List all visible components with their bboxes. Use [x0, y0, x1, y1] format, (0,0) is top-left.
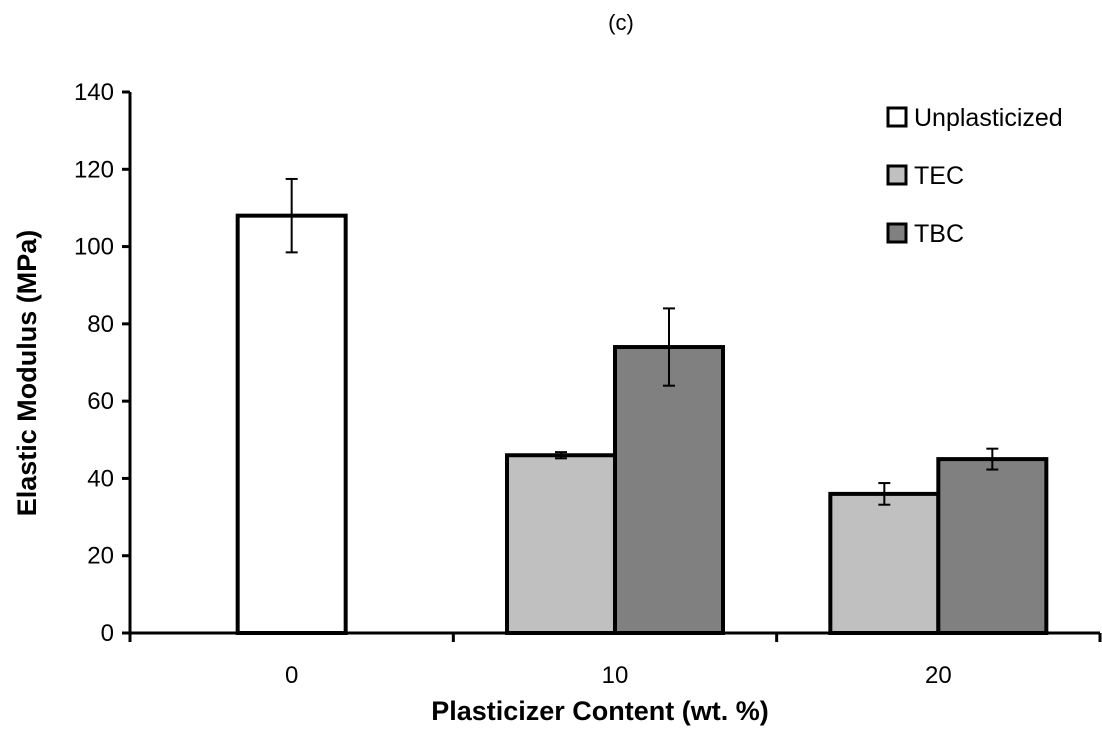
error-bars [285, 177, 999, 506]
legend: Unplasticized TEC TBC [886, 104, 1063, 248]
legend-swatch [886, 222, 908, 244]
y-tick-label: 20 [87, 543, 114, 570]
y-tick-label: 60 [87, 388, 114, 415]
bar-tec [505, 453, 617, 635]
bar-tbc [936, 457, 1049, 635]
y-axis-title: Elastic Modulus (MPa) [12, 230, 42, 517]
bar-tbc [613, 345, 725, 635]
y-tick-label: 0 [101, 620, 114, 647]
y-tick-label: 100 [74, 234, 114, 261]
y-axis: 0 20 40 60 80 100 120 140 [74, 79, 132, 647]
legend-label: TBC [914, 220, 964, 248]
x-axis-title: Plasticizer Content (wt. %) [431, 696, 769, 726]
x-tick-label: 0 [285, 662, 298, 689]
bar-tec [828, 491, 941, 635]
x-tick-label: 20 [925, 662, 952, 689]
y-tick-label: 80 [87, 311, 114, 338]
legend-swatch [886, 164, 908, 186]
panel-label: (c) [608, 10, 634, 35]
x-axis: 0 10 20 [128, 631, 1102, 689]
x-tick-label: 10 [602, 662, 629, 689]
legend-swatch [886, 106, 908, 128]
y-tick-label: 40 [87, 465, 114, 492]
bar-unplasticized [235, 213, 348, 636]
bars [235, 213, 1049, 636]
y-tick-label: 140 [74, 79, 114, 106]
legend-label: TEC [914, 162, 964, 190]
legend-label: Unplasticized [914, 104, 1063, 132]
y-tick-label: 120 [74, 156, 114, 183]
